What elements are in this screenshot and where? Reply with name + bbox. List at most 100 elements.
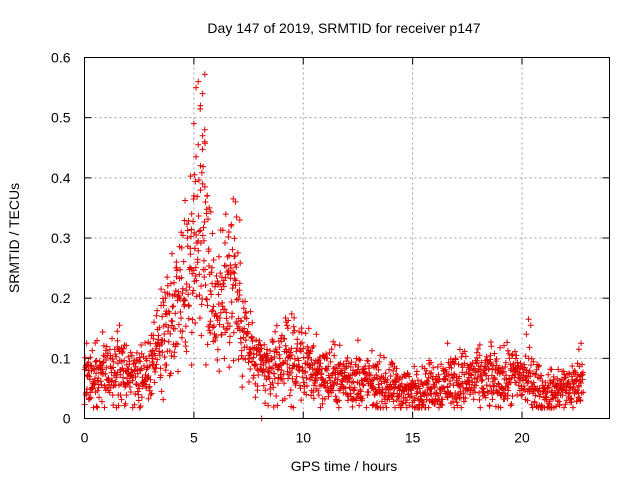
data-point [204, 296, 211, 303]
data-point [193, 84, 200, 91]
data-point [486, 402, 493, 409]
data-point [348, 359, 355, 366]
data-point [194, 256, 201, 263]
data-point [376, 384, 383, 391]
data-point [474, 354, 481, 361]
data-point [579, 361, 586, 368]
chart-title: Day 147 of 2019, SRMTID for receiver p14… [207, 20, 480, 36]
data-point [283, 322, 290, 329]
data-point [217, 281, 224, 288]
data-point [245, 321, 252, 328]
data-point [199, 146, 206, 153]
data-point [504, 339, 511, 346]
data-point [319, 376, 326, 383]
data-point [170, 279, 177, 286]
data-point [406, 373, 413, 380]
data-point [288, 310, 295, 317]
data-point [229, 310, 236, 317]
data-point [414, 388, 421, 395]
data-point [535, 362, 542, 369]
data-point [235, 356, 242, 363]
data-point [411, 363, 418, 370]
data-point [240, 305, 247, 312]
data-point [296, 382, 303, 389]
data-point [260, 367, 267, 374]
data-point [200, 237, 207, 244]
data-point [563, 397, 570, 404]
data-point [86, 373, 93, 380]
data-point [575, 346, 582, 353]
data-point [233, 214, 240, 220]
data-point [331, 341, 338, 348]
data-point [373, 372, 380, 379]
data-point [153, 343, 160, 350]
data-point [425, 374, 432, 381]
y-tick-label: 0.3 [51, 230, 71, 246]
data-point [350, 378, 357, 385]
data-point [249, 319, 256, 326]
data-point [574, 387, 581, 394]
data-point [167, 370, 174, 377]
data-point [491, 350, 498, 357]
data-point [121, 357, 128, 364]
data-point [161, 354, 168, 361]
data-point [201, 138, 208, 145]
x-tick-label: 5 [190, 430, 198, 446]
data-point [122, 400, 129, 407]
data-point [505, 350, 512, 357]
data-point [411, 394, 418, 401]
data-point [185, 302, 192, 309]
data-point [482, 394, 489, 401]
data-point [190, 120, 197, 127]
data-point [219, 303, 226, 310]
data-point [351, 384, 358, 391]
data-point [310, 343, 317, 349]
data-point [289, 375, 296, 382]
data-point [149, 355, 156, 362]
data-point [257, 342, 264, 349]
data-point [270, 384, 277, 391]
data-point [246, 378, 253, 385]
data-point [123, 392, 130, 399]
data-point [280, 335, 287, 342]
data-point [199, 132, 206, 139]
data-point [160, 302, 167, 309]
data-point [114, 328, 121, 335]
data-point [118, 396, 125, 403]
data-point [138, 342, 145, 349]
data-point [146, 362, 153, 369]
data-point [392, 378, 399, 385]
data-point [198, 332, 205, 339]
data-point [501, 342, 507, 349]
data-point [220, 323, 227, 330]
data-point [317, 360, 324, 367]
data-point [299, 374, 306, 381]
y-tick-label: 0.5 [51, 110, 71, 126]
data-point [561, 404, 568, 411]
data-point [226, 252, 233, 259]
data-point [473, 379, 480, 386]
data-point [318, 370, 325, 377]
data-point [242, 309, 249, 316]
data-point [213, 273, 220, 280]
data-point [315, 387, 322, 394]
data-point [393, 365, 400, 372]
data-point [272, 346, 279, 353]
data-point [299, 339, 306, 346]
data-point [356, 402, 363, 409]
data-point [218, 274, 225, 281]
data-point [188, 226, 195, 233]
data-point [252, 394, 259, 401]
data-point [134, 388, 141, 395]
data-point [577, 397, 584, 404]
data-point [238, 352, 245, 359]
data-point [277, 371, 284, 378]
data-point [344, 379, 351, 386]
data-point [135, 391, 142, 398]
data-point [470, 396, 477, 403]
data-point [180, 258, 187, 265]
data-point [202, 266, 209, 273]
data-point [271, 370, 278, 377]
data-point [304, 382, 311, 389]
data-point [487, 352, 494, 359]
